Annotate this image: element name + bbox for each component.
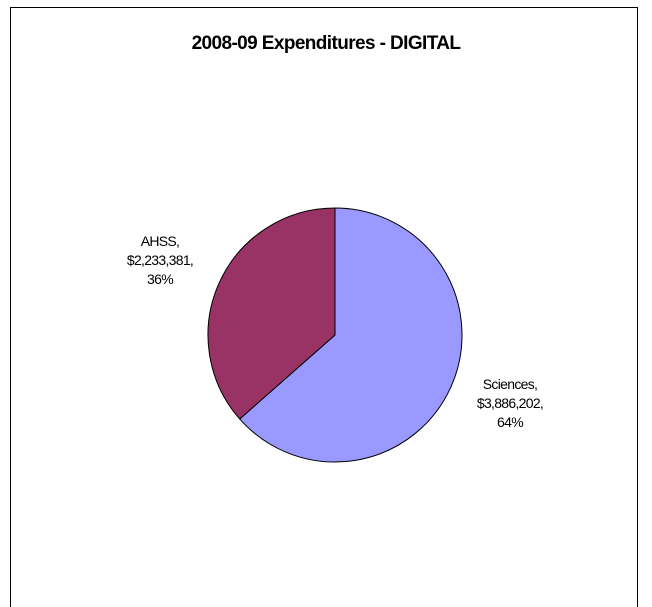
data-label-sciences: Sciences, $3,886,202, 64% xyxy=(455,375,565,432)
data-label-ahss-name: AHSS, xyxy=(110,232,210,251)
data-label-sciences-value: $3,886,202, xyxy=(455,394,565,413)
data-label-sciences-name: Sciences, xyxy=(455,375,565,394)
pie-chart xyxy=(0,0,652,593)
data-label-ahss: AHSS, $2,233,381, 36% xyxy=(110,232,210,289)
data-label-sciences-percent: 64% xyxy=(455,413,565,432)
data-label-ahss-percent: 36% xyxy=(110,270,210,289)
data-label-ahss-value: $2,233,381, xyxy=(110,251,210,270)
